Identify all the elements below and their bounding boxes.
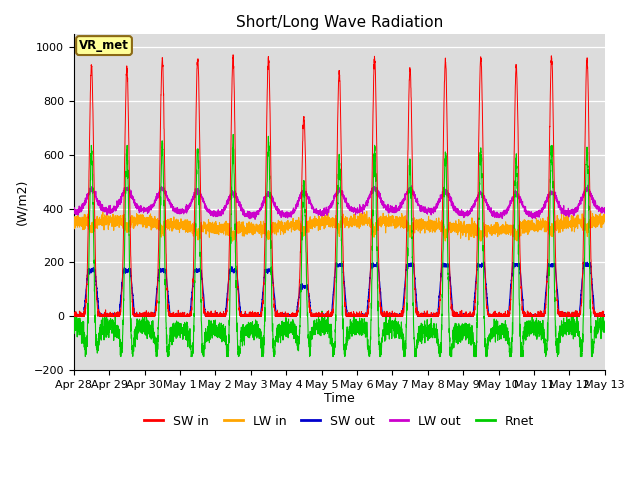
Title: Short/Long Wave Radiation: Short/Long Wave Radiation: [236, 15, 443, 30]
Legend: SW in, LW in, SW out, LW out, Rnet: SW in, LW in, SW out, LW out, Rnet: [140, 410, 539, 433]
Y-axis label: (W/m2): (W/m2): [15, 179, 28, 225]
Text: VR_met: VR_met: [79, 39, 129, 52]
X-axis label: Time: Time: [324, 393, 355, 406]
